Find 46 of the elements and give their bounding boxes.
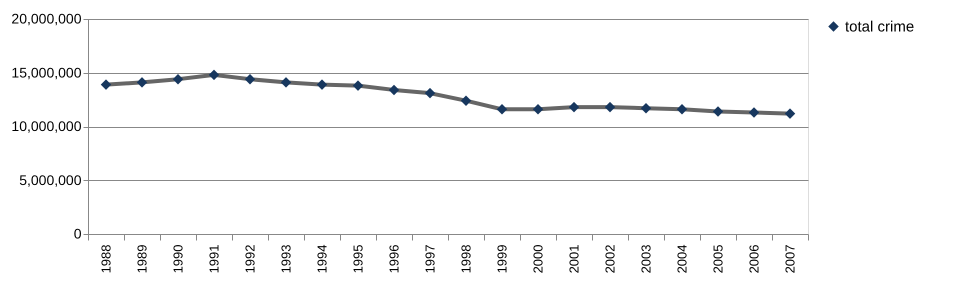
y-tick-label: 10,000,000 (11, 118, 82, 134)
x-tick-label: 1999 (494, 244, 510, 274)
x-tick-label: 1990 (170, 244, 186, 274)
point (676, 104, 688, 115)
x-tick-label: 1988 (98, 244, 114, 274)
point (208, 70, 220, 80)
point (100, 79, 112, 90)
y-tick-label: 0 (74, 226, 82, 242)
point (640, 102, 652, 114)
x-tick-label: 2001 (566, 244, 582, 274)
x-tick-label: 2000 (530, 244, 546, 274)
point (712, 106, 724, 117)
legend-label: total crime (845, 18, 914, 36)
x-tick-label: 1991 (206, 244, 222, 274)
x-tick-label: 2007 (782, 244, 798, 274)
x-tick-label: 2003 (638, 244, 654, 274)
point (748, 107, 760, 118)
point (424, 88, 436, 98)
y-tick-label: 20,000,000 (11, 10, 82, 26)
x-tick-label: 1996 (386, 244, 402, 274)
point (388, 84, 400, 96)
point (316, 79, 328, 90)
point (604, 102, 616, 112)
point (460, 95, 472, 106)
y-tick-label: 5,000,000 (19, 172, 82, 188)
x-tick-label: 2006 (746, 244, 762, 274)
point (172, 74, 184, 84)
point (784, 108, 796, 119)
point (352, 80, 364, 91)
x-tick-label: 1997 (422, 244, 438, 274)
x-tick-label: 1995 (350, 244, 366, 274)
x-tick-label: 2005 (710, 244, 726, 274)
point (568, 102, 580, 112)
point (496, 104, 508, 115)
point (244, 74, 256, 84)
x-tick-label: 2002 (602, 244, 618, 274)
point (280, 77, 292, 88)
x-tick-label: 1992 (242, 244, 258, 274)
y-tick-label: 15,000,000 (11, 64, 82, 80)
x-tick-label: 1994 (314, 244, 330, 274)
x-tick-label: 1998 (458, 244, 474, 274)
x-tick-label: 1989 (134, 244, 150, 274)
point (532, 104, 544, 115)
point (136, 77, 148, 88)
x-tick-label: 2004 (674, 244, 690, 274)
x-tick-label: 1993 (278, 244, 294, 274)
